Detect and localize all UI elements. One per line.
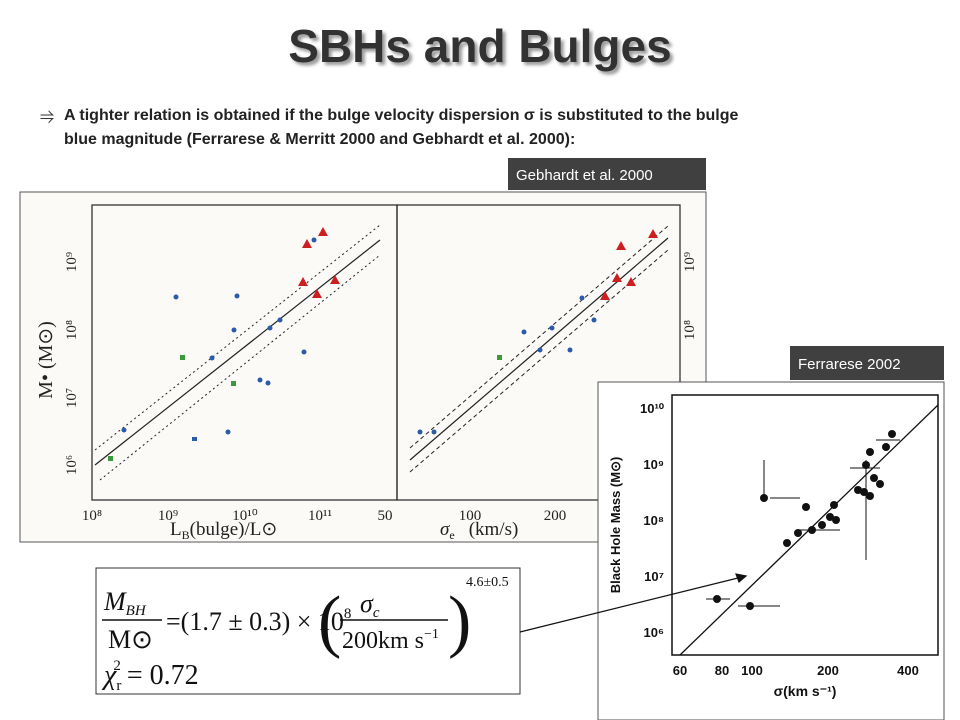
x-axis-label-main: L [170, 519, 182, 540]
y-tick-label: 10⁷ [644, 569, 664, 584]
y-tick-label: 10⁸ [682, 320, 698, 340]
eq-denominator: M⊙ [108, 625, 153, 654]
x-tick-label: 10¹¹ [308, 508, 332, 524]
title: SBHs and Bulges [288, 20, 671, 72]
x-tick-label: 200 [817, 663, 839, 678]
y-tick-label: 10⁸ [643, 513, 664, 528]
x-tick-label: 60 [673, 663, 687, 678]
bullet-line: blue magnitude (Ferrarese & Merritt 2000… [64, 131, 575, 148]
x-tick-label: 10⁹ [158, 508, 178, 524]
y-axis-label: Black Hole Mass (M⊙) [608, 457, 623, 594]
x-axis-label-rest: (km/s) [469, 519, 519, 540]
eq-text: r [116, 678, 121, 694]
eq-numerator: MBH [103, 587, 147, 619]
figure-label-box [790, 346, 944, 380]
eq-text: M [103, 587, 127, 616]
y-axis-label: M• (M⊙) [35, 321, 57, 399]
x-tick-label: 50 [378, 508, 393, 524]
figure-label: Gebhardt et al. 2000 [516, 167, 653, 184]
x-tick-label: 400 [897, 663, 919, 678]
figure-label-box [508, 158, 706, 190]
y-tick-label: 10⁶ [64, 455, 80, 475]
x-axis-label-main: σ [440, 519, 450, 540]
eq-text: =(1.7 ± 0.3) × 10 [166, 607, 344, 636]
eq-text: 200km s [342, 628, 424, 654]
x-tick-label: 200 [544, 508, 567, 524]
eq-ratio-num: σc [360, 589, 380, 621]
y-tick-label: 10¹⁰ [640, 401, 665, 416]
x-tick-label: 100 [459, 508, 482, 524]
x-axis-label-sub: B [182, 528, 190, 542]
figure-frame [19, 191, 707, 543]
eq-ratio-den: 200km s−1 [342, 627, 439, 654]
x-tick-label: 80 [715, 663, 729, 678]
eq-text: 2 [113, 658, 121, 674]
eq-text: 8 [344, 606, 352, 622]
x-axis-label: LB(bulge)/L⊙ [170, 519, 277, 542]
paren: ( [318, 583, 341, 660]
arrow [519, 573, 748, 633]
eq-exponent: 4.6±0.5 [466, 575, 509, 590]
bullet-line: A tighter relation is obtained if the bu… [64, 107, 739, 124]
x-axis-label-sub: e [449, 528, 454, 542]
plot-frames [91, 204, 681, 501]
x-tick-label: 100 [741, 663, 763, 678]
error-bars [706, 439, 900, 607]
data-markers [121, 237, 597, 441]
data-markers [108, 355, 502, 461]
figure-label: Ferrarese 2002 [798, 356, 901, 373]
figure-frame [597, 381, 945, 720]
x-axis-label: σ(km s⁻¹) [774, 683, 837, 699]
y-tick-label: 10⁸ [64, 320, 80, 340]
eq-text: σ [360, 589, 374, 618]
y-tick-label: 10⁷ [64, 388, 80, 408]
data-markers [298, 227, 658, 300]
plot-frame [671, 394, 939, 656]
y-tick-label: 10⁹ [643, 457, 664, 472]
equation-box [95, 567, 521, 695]
x-axis-label-rest: (bulge)/L⊙ [190, 519, 278, 540]
paren: ) [448, 583, 471, 660]
eq-text: −1 [424, 627, 439, 642]
x-tick-label: 10⁸ [82, 508, 102, 524]
y-tick-label: 10⁶ [644, 625, 664, 640]
x-axis-label: σe (km/s) [440, 519, 518, 542]
eq-text: χ [101, 660, 117, 691]
eq-text: c [373, 605, 380, 621]
eq-text: BH [126, 603, 147, 619]
x-tick-label: 10¹⁰ [232, 508, 258, 524]
eq-chi: χr 2 = 0.72 [101, 658, 199, 694]
bullet-icon: ⥤ [40, 105, 55, 125]
y-tick-label: 10⁹ [64, 252, 80, 272]
eq-coefficient: =(1.7 ± 0.3) × 108 [166, 606, 351, 636]
eq-text: = 0.72 [127, 660, 199, 691]
y-tick-label: 10⁹ [682, 252, 698, 272]
data-markers [713, 430, 896, 610]
